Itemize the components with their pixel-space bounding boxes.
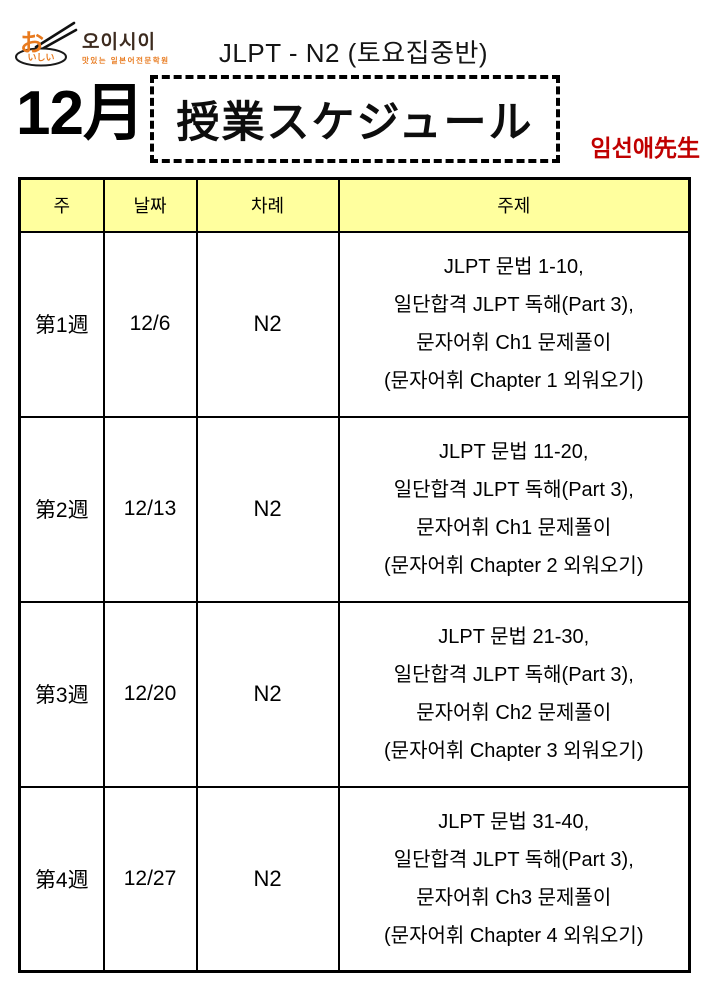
- teacher-name: 임선애先生: [590, 135, 700, 161]
- svg-text:いしい: いしい: [27, 53, 54, 63]
- course-title: JLPT - N2 (토요집중반): [218, 38, 489, 68]
- table-row-week3: 第3週 12/20 N2 JLPT 문법 21-30, 일단합격 JLPT 독해…: [18, 600, 691, 788]
- topic-cell: JLPT 문법 21-30, 일단합격 JLPT 독해(Part 3), 문자어…: [337, 600, 691, 788]
- topic-line: 일단합격 JLPT 독해(Part 3),: [393, 294, 634, 316]
- level-cell: N2: [195, 785, 340, 973]
- date-cell: 12/27: [102, 785, 198, 973]
- table-header-row: 주 날짜 차례 주제: [18, 177, 691, 233]
- topic-cell: JLPT 문법 31-40, 일단합격 JLPT 독해(Part 3), 문자어…: [337, 785, 691, 973]
- topic-line: 문자어휘 Ch2 문제풀이: [416, 702, 612, 724]
- oishii-plate-icon: いしい お: [15, 21, 78, 67]
- week-cell: 第3週: [18, 600, 105, 788]
- topic-cell: JLPT 문법 1-10, 일단합격 JLPT 독해(Part 3), 문자어휘…: [337, 230, 691, 418]
- column-header-date: 날짜: [102, 177, 198, 233]
- topic-line: 문자어휘 Ch3 문제풀이: [416, 886, 612, 909]
- topic-line: (문자어휘 Chapter 2 외워오기): [384, 555, 644, 577]
- week-cell: 第2週: [18, 415, 105, 603]
- level-cell: N2: [195, 415, 340, 603]
- svg-text:お: お: [20, 30, 44, 57]
- level-cell: N2: [195, 230, 340, 418]
- schedule-title: 授業スケジュール: [176, 99, 534, 147]
- topic-line: JLPT 문법 11-20,: [439, 441, 589, 463]
- column-header-topic: 주제: [337, 177, 691, 233]
- schedule-table: 주 날짜 차례 주제 第1週 12/6 N2 JLPT 문법 1-10, 일단합…: [18, 177, 691, 973]
- topic-line: (문자어휘 Chapter 1 외워오기): [384, 370, 644, 392]
- logo-brand-name: 오이시이: [82, 32, 156, 54]
- school-logo: いしい お 오이시이 맛있는 일본어전문학원: [14, 18, 170, 68]
- topic-line: JLPT 문법 21-30,: [438, 626, 590, 648]
- level-cell: N2: [195, 600, 340, 788]
- column-header-order: 차례: [195, 177, 340, 233]
- week-cell: 第4週: [18, 785, 105, 973]
- topic-line: 일단합격 JLPT 독해(Part 3),: [393, 848, 634, 871]
- logo-tagline: 맛있는 일본어전문학원: [82, 56, 170, 65]
- date-cell: 12/6: [102, 230, 198, 418]
- topic-line: JLPT 문법 1-10,: [443, 256, 584, 278]
- topic-line: 문자어휘 Ch1 문제풀이: [416, 332, 612, 354]
- column-header-week: 주: [18, 177, 105, 233]
- topic-line: (문자어휘 Chapter 3 외워오기): [384, 740, 644, 762]
- logo-text: 오이시이 맛있는 일본어전문학원: [82, 33, 170, 68]
- topic-cell: JLPT 문법 11-20, 일단합격 JLPT 독해(Part 3), 문자어…: [337, 415, 691, 603]
- topic-line: 일단합격 JLPT 독해(Part 3),: [393, 479, 634, 501]
- table-row-week4: 第4週 12/27 N2 JLPT 문법 31-40, 일단합격 JLPT 독해…: [18, 785, 691, 973]
- table-row-week2: 第2週 12/13 N2 JLPT 문법 11-20, 일단합격 JLPT 독해…: [18, 415, 691, 603]
- topic-line: 일단합격 JLPT 독해(Part 3),: [393, 664, 634, 686]
- topic-line: JLPT 문법 31-40,: [438, 810, 590, 833]
- date-cell: 12/20: [102, 600, 198, 788]
- month-label: 12月: [16, 79, 145, 148]
- week-cell: 第1週: [18, 230, 105, 418]
- date-cell: 12/13: [102, 415, 198, 603]
- table-row-week1: 第1週 12/6 N2 JLPT 문법 1-10, 일단합격 JLPT 독해(P…: [18, 230, 691, 418]
- schedule-title-box: 授業スケジュール: [150, 75, 560, 163]
- topic-line: 문자어휘 Ch1 문제풀이: [416, 517, 612, 539]
- topic-line: (문자어휘 Chapter 4 외워오기): [384, 924, 644, 947]
